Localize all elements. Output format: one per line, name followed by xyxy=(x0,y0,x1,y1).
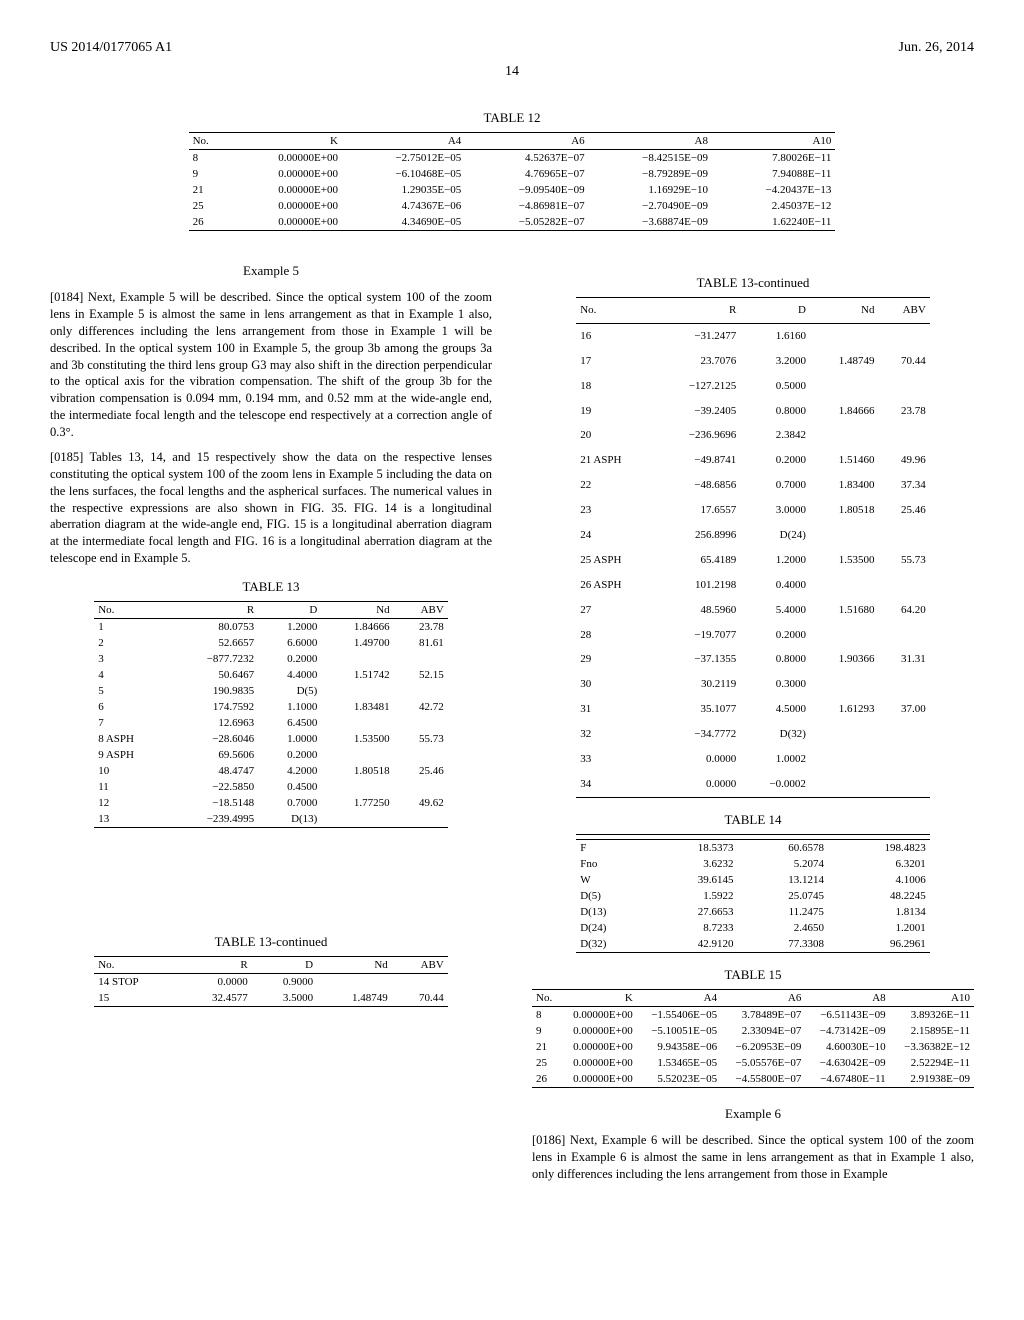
page-number: 14 xyxy=(50,64,974,80)
table-row: 80.00000E+00−2.75012E−054.52637E−07−8.42… xyxy=(189,150,836,167)
column-header: No. xyxy=(189,133,229,150)
table-row: F18.537360.6578198.4823 xyxy=(576,839,930,856)
table-row: 1048.47474.20001.8051825.46 xyxy=(94,763,448,779)
table-row: 16−31.24771.6160 xyxy=(576,323,930,348)
table-row: 5190.9835D(5) xyxy=(94,683,448,699)
column-header: K xyxy=(229,133,342,150)
table-row: 80.00000E+00−1.55406E−053.78489E−07−6.51… xyxy=(532,1006,974,1023)
table-row: D(32)42.912077.330896.2961 xyxy=(576,936,930,953)
column-header: A4 xyxy=(342,133,465,150)
table-row: 260.00000E+005.52023E−05−4.55800E−07−4.6… xyxy=(532,1071,974,1088)
table-row: 14 STOP0.00000.9000 xyxy=(94,974,448,991)
table12: No.KA4A6A8A10 80.00000E+00−2.75012E−054.… xyxy=(189,132,836,231)
table-row: 712.69636.4500 xyxy=(94,715,448,731)
table-row: 3030.21190.3000 xyxy=(576,672,930,697)
table13-part2: No.RDNdABV 14 STOP0.00000.90001532.45773… xyxy=(94,956,448,1007)
table-row: W39.614513.12144.1006 xyxy=(576,872,930,888)
column-header: A4 xyxy=(637,989,721,1006)
column-header: R xyxy=(167,602,259,619)
table-row: 13−239.4995D(13) xyxy=(94,811,448,828)
page-header: US 2014/0177065 A1 Jun. 26, 2014 xyxy=(50,40,974,56)
table13-part3: No.RDNdABV 16−31.24771.61601723.70763.20… xyxy=(576,297,930,798)
table-row: 250.00000E+001.53465E−05−5.05576E−07−4.6… xyxy=(532,1055,974,1071)
column-header: R xyxy=(177,957,252,974)
column-header: D xyxy=(258,602,321,619)
table-row: 90.00000E+00−5.10051E−052.33094E−07−4.73… xyxy=(532,1023,974,1039)
table-row: 180.07531.20001.8466623.78 xyxy=(94,619,448,636)
table-row: 1723.70763.20001.4874970.44 xyxy=(576,349,930,374)
table-row: 340.0000−0.0002 xyxy=(576,772,930,797)
column-header: No. xyxy=(94,602,166,619)
table15-caption: TABLE 15 xyxy=(532,967,974,983)
table-row: 6174.75921.10001.8348142.72 xyxy=(94,699,448,715)
table-row: Fno3.62325.20746.3201 xyxy=(576,856,930,872)
table-row: 210.00000E+001.29035E−05−9.09540E−091.16… xyxy=(189,182,836,198)
table-row: 26 ASPH101.21980.4000 xyxy=(576,573,930,598)
column-header: A6 xyxy=(721,989,805,1006)
column-header: A10 xyxy=(890,989,974,1006)
table-row: 32−34.7772D(32) xyxy=(576,722,930,747)
table-row: 252.66576.60001.4970081.61 xyxy=(94,635,448,651)
table-row: 1532.45773.50001.4874970.44 xyxy=(94,990,448,1007)
table-row: 24256.8996D(24) xyxy=(576,523,930,548)
paragraph-0185: [0185] Tables 13, 14, and 15 respectivel… xyxy=(50,449,492,567)
table-row: 2748.59605.40001.5168064.20 xyxy=(576,598,930,623)
column-header: K xyxy=(560,989,637,1006)
table-row: 3−877.72320.2000 xyxy=(94,651,448,667)
table-row: 29−37.13550.80001.9036631.31 xyxy=(576,647,930,672)
table-row: 12−18.51480.70001.7725049.62 xyxy=(94,795,448,811)
table12-caption: TABLE 12 xyxy=(50,110,974,126)
table-row: 22−48.68560.70001.8340037.34 xyxy=(576,473,930,498)
column-header: No. xyxy=(576,298,653,324)
table-row: 25 ASPH65.41891.20001.5350055.73 xyxy=(576,548,930,573)
publication-date: Jun. 26, 2014 xyxy=(899,40,974,56)
table-row: 330.00001.0002 xyxy=(576,747,930,772)
column-header: No. xyxy=(532,989,560,1006)
table-row: 19−39.24050.80001.8466623.78 xyxy=(576,399,930,424)
column-header: Nd xyxy=(321,602,393,619)
table14: F18.537360.6578198.4823Fno3.62325.20746.… xyxy=(576,834,930,953)
table-row: D(13)27.665311.24751.8134 xyxy=(576,904,930,920)
column-header: ABV xyxy=(878,298,929,324)
table-row: 8 ASPH−28.60461.00001.5350055.73 xyxy=(94,731,448,747)
table-row: 28−19.70770.2000 xyxy=(576,623,930,648)
column-header: Nd xyxy=(810,298,879,324)
table-row: 9 ASPH69.56060.2000 xyxy=(94,747,448,763)
patent-number: US 2014/0177065 A1 xyxy=(50,40,172,56)
column-header: D xyxy=(740,298,810,324)
table13-part1: No.RDNdABV 180.07531.20001.8466623.78252… xyxy=(94,601,448,828)
column-header: A10 xyxy=(712,133,835,150)
column-header: A8 xyxy=(805,989,889,1006)
column-header: D xyxy=(252,957,317,974)
table-row: 90.00000E+00−6.10468E−054.76965E−07−8.79… xyxy=(189,166,836,182)
table-row: 210.00000E+009.94358E−06−6.20953E−094.60… xyxy=(532,1039,974,1055)
table13b-caption: TABLE 13-continued xyxy=(50,934,492,950)
table-row: 450.64674.40001.5174252.15 xyxy=(94,667,448,683)
table-row: 250.00000E+004.74367E−06−4.86981E−07−2.7… xyxy=(189,198,836,214)
paragraph-0186: [0186] Next, Example 6 will be described… xyxy=(532,1132,974,1183)
table-row: 18−127.21250.5000 xyxy=(576,374,930,399)
column-header: R xyxy=(653,298,740,324)
table13c-caption: TABLE 13-continued xyxy=(532,275,974,291)
paragraph-0184: [0184] Next, Example 5 will be described… xyxy=(50,289,492,441)
column-header: ABV xyxy=(392,957,448,974)
example5-title: Example 5 xyxy=(50,263,492,279)
table13-caption: TABLE 13 xyxy=(50,579,492,595)
table-row: 260.00000E+004.34690E−05−5.05282E−07−3.6… xyxy=(189,214,836,231)
column-header: No. xyxy=(94,957,177,974)
column-header: A8 xyxy=(589,133,712,150)
table-row: 3135.10774.50001.6129337.00 xyxy=(576,697,930,722)
table14-caption: TABLE 14 xyxy=(532,812,974,828)
table15: No.KA4A6A8A10 80.00000E+00−1.55406E−053.… xyxy=(532,989,974,1088)
table-row: 11−22.58500.4500 xyxy=(94,779,448,795)
table-row: D(5)1.592225.074548.2245 xyxy=(576,888,930,904)
table-row: 20−236.96962.3842 xyxy=(576,423,930,448)
column-header: A6 xyxy=(465,133,588,150)
column-header: ABV xyxy=(394,602,448,619)
table-row: 2317.65573.00001.8051825.46 xyxy=(576,498,930,523)
example6-title: Example 6 xyxy=(532,1106,974,1122)
table-row: 21 ASPH−49.87410.20001.5146049.96 xyxy=(576,448,930,473)
table-row: D(24)8.72332.46501.2001 xyxy=(576,920,930,936)
column-header: Nd xyxy=(317,957,392,974)
